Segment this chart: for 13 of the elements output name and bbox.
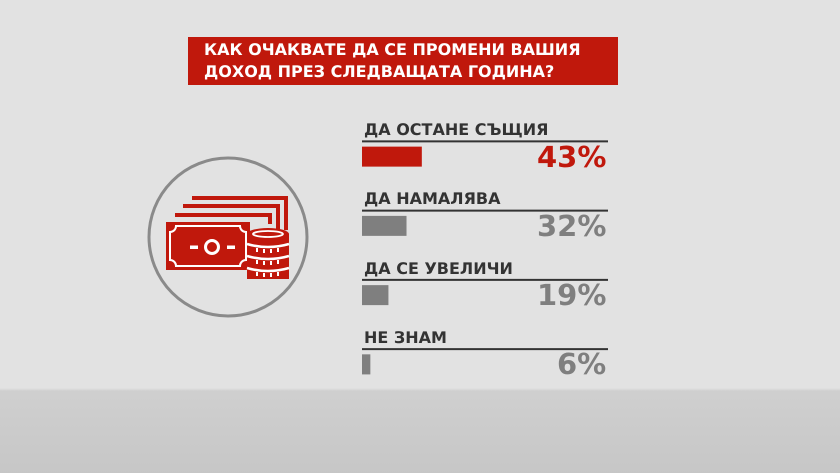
bar bbox=[362, 285, 388, 306]
data-label: 43% bbox=[537, 140, 606, 174]
y-tick-label: ДА СЕ УВЕЛИЧИ bbox=[364, 259, 513, 278]
bar bbox=[362, 354, 370, 374]
data-label: 19% bbox=[537, 278, 606, 312]
bar bbox=[362, 216, 407, 236]
data-label: 32% bbox=[537, 209, 606, 243]
chart-title: КАК ОЧАКВАТЕ ДА СЕ ПРОМЕНИ ВАШИЯ ДОХОД ПРЕЗ СЛЕДВАЩАТА ГОДИНА? bbox=[204, 39, 582, 83]
y-tick-label: НЕ ЗНАМ bbox=[364, 328, 447, 347]
data-label: 6% bbox=[557, 347, 606, 381]
y-tick-label: ДА НАМАЛЯВА bbox=[364, 189, 502, 208]
bar bbox=[362, 146, 422, 167]
y-tick-label: ДА ОСТАНЕ СЪЩИЯ bbox=[364, 120, 548, 139]
